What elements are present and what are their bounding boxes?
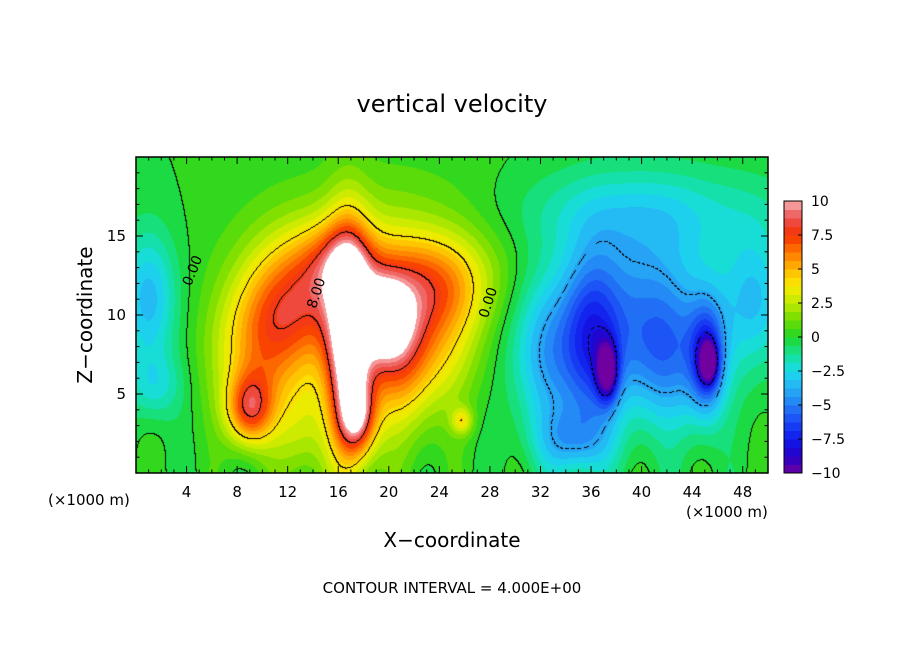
colorbar-band: [784, 260, 802, 270]
colorbar-band: [784, 294, 802, 304]
colorbar-band: [784, 413, 802, 423]
colorbar-band: [784, 320, 802, 329]
heatmap-field: [136, 157, 768, 473]
colorbar: 10 7.5 5 2.5 0 −2.5 −5 −7.5 −10: [783, 194, 845, 482]
x-unit-label-left: (×1000 m): [48, 491, 130, 509]
colorbar-band: [784, 430, 802, 440]
y-axis-ticks: 5 10 15: [107, 156, 768, 474]
colorbar-band: [784, 209, 802, 219]
colorbar-band: [784, 379, 802, 389]
colorbar-band: [784, 362, 802, 372]
colorbar-band: [784, 396, 802, 406]
colorbar-label: −7.5: [811, 432, 845, 448]
colorbar-band: [784, 269, 802, 278]
colorbar-band: [784, 422, 802, 431]
colorbar-label: 7.5: [811, 228, 833, 244]
colorbar-labels: 10 7.5 5 2.5 0 −2.5 −5 −7.5 −10: [798, 194, 845, 482]
x-tick-label: 12: [278, 483, 297, 501]
colorbar-band: [784, 354, 802, 363]
x-unit-label-right: (×1000 m): [686, 503, 768, 521]
colorbar-band: [784, 447, 802, 457]
colorbar-band: [784, 464, 802, 474]
colorbar-label: −5: [811, 398, 832, 414]
colorbar-band: [784, 405, 802, 414]
colorbar-band: [784, 218, 802, 227]
x-axis-label: X−coordinate: [383, 528, 520, 552]
colorbar-band: [784, 286, 802, 295]
x-tick-label: 32: [531, 483, 550, 501]
colorbar-band: [784, 303, 802, 312]
x-tick-label: 20: [379, 483, 398, 501]
colorbar-band: [784, 277, 802, 287]
colorbar-label: 10: [811, 194, 829, 210]
colorbar-band: [784, 243, 802, 253]
colorbar-band: [784, 371, 802, 380]
colorbar-band: [784, 226, 802, 236]
colorbar-band: [784, 252, 802, 261]
y-axis-label: Z−coordinate: [73, 246, 97, 383]
colorbar-label: −2.5: [811, 364, 845, 380]
x-tick-label: 36: [581, 483, 600, 501]
colorbar-band: [784, 456, 802, 465]
contour-interval-note: CONTOUR INTERVAL = 4.000E+00: [323, 579, 582, 597]
colorbar-label: 5: [811, 262, 820, 278]
colorbar-band: [784, 235, 802, 244]
colorbar-band: [784, 311, 802, 321]
colorbar-band: [784, 439, 802, 448]
chart-title: vertical velocity: [357, 90, 548, 118]
x-tick-label: 8: [232, 483, 242, 501]
colorbar-band: [784, 388, 802, 397]
y-tick-label: 5: [116, 385, 126, 403]
colorbar-band: [784, 328, 802, 338]
colorbar-band: [784, 337, 802, 346]
colorbar-label: 2.5: [811, 296, 833, 312]
colorbar-bands: [784, 201, 802, 474]
x-axis-ticks: 4 8 12 16 20 24 28 32 36 40 44 48: [135, 157, 769, 501]
x-tick-label: 16: [329, 483, 348, 501]
x-tick-label: 4: [182, 483, 192, 501]
x-tick-label: 40: [632, 483, 651, 501]
colorbar-band: [784, 201, 802, 210]
x-tick-label: 28: [480, 483, 499, 501]
colorbar-label: 0: [811, 330, 820, 346]
colorbar-band: [784, 345, 802, 355]
x-tick-label: 44: [683, 483, 702, 501]
colorbar-label: −10: [811, 466, 841, 482]
x-tick-label: 48: [733, 483, 752, 501]
y-tick-label: 10: [107, 306, 126, 324]
x-tick-label: 24: [430, 483, 449, 501]
y-tick-label: 15: [107, 227, 126, 245]
plot-area: 0.008.00 0.00: [135, 156, 769, 474]
